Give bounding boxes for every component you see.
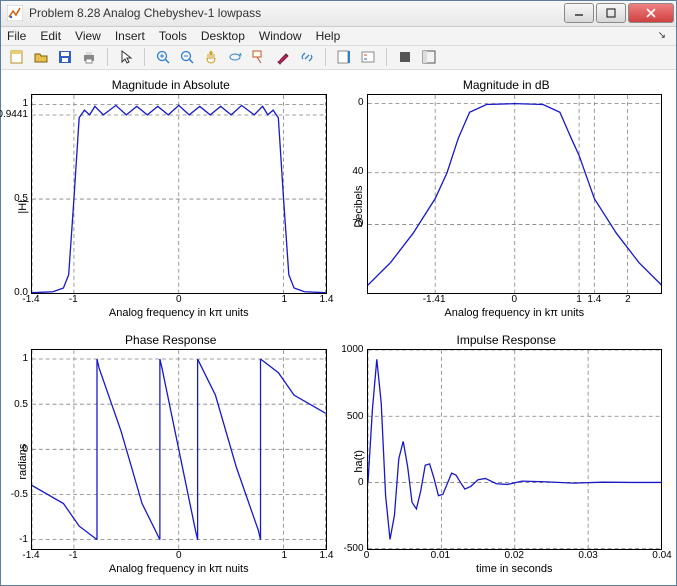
menu-insert[interactable]: Insert — [115, 29, 145, 43]
xtick: 0 — [176, 294, 182, 305]
maximize-button[interactable] — [596, 3, 626, 23]
xtick: -1.41 — [423, 294, 446, 305]
menu-window[interactable]: Window — [259, 29, 302, 43]
xtick: 0.03 — [578, 550, 597, 561]
xtick: 0.01 — [431, 550, 450, 561]
close-button[interactable] — [628, 3, 674, 23]
xtick: 0 — [364, 550, 370, 561]
menubar: File Edit View Insert Tools Desktop Window Help… — [1, 27, 676, 46]
menu-help[interactable]: Help — [316, 29, 341, 43]
figure-canvas: Magnitude in Absolute |H| 10.94410.50.0 … — [1, 70, 676, 585]
ytick: 1 — [22, 354, 28, 364]
ytick: 40 — [352, 167, 363, 177]
plot-title: Phase Response — [15, 333, 327, 347]
matlab-icon — [7, 5, 23, 21]
ytick: 0 — [358, 478, 364, 488]
ytick: 1 — [22, 99, 28, 109]
plot-title: Magnitude in Absolute — [15, 78, 327, 92]
xtick: -1 — [69, 550, 78, 561]
ytick: -500 — [343, 544, 363, 554]
axes[interactable]: 10.50-0.5-1 — [31, 349, 327, 550]
xtick: -1.4 — [22, 294, 39, 305]
axes[interactable]: 10005000-500 — [367, 349, 663, 550]
xlabel: Analog frequency in kπ units — [367, 307, 663, 319]
xtick: 1 — [282, 294, 288, 305]
ytick: 0.9441 — [0, 110, 28, 120]
xtick: 1.4 — [320, 294, 334, 305]
plot-title: Magnitude in dB — [351, 78, 663, 92]
zoom-in-icon[interactable] — [153, 47, 173, 67]
subplot-magnitude-abs: Magnitude in Absolute |H| 10.94410.50.0 … — [15, 78, 327, 320]
ytick: 1000 — [341, 345, 363, 355]
window-controls — [562, 3, 674, 23]
xtick: 1.4 — [320, 550, 334, 561]
subplot-magnitude-db: Magnitude in dB Decibels 04070 -1.41011.… — [351, 78, 663, 320]
show-tools-icon[interactable] — [419, 47, 439, 67]
menu-edit[interactable]: Edit — [40, 29, 61, 43]
pointer-icon[interactable] — [116, 47, 136, 67]
toolbar-separator — [325, 48, 326, 66]
print-icon[interactable] — [79, 47, 99, 67]
minimize-button[interactable] — [564, 3, 594, 23]
toolbar-separator — [144, 48, 145, 66]
dock-menu-icon[interactable]: ↘ — [658, 30, 670, 41]
xtick: 0 — [511, 294, 517, 305]
xtick: -1 — [69, 294, 78, 305]
legend-icon[interactable] — [358, 47, 378, 67]
xlabel: Analog frequency in kπ units — [31, 307, 327, 319]
xtick: 0 — [176, 550, 182, 561]
xlabel: time in seconds — [367, 563, 663, 575]
rotate-3d-icon[interactable] — [225, 47, 245, 67]
new-figure-icon[interactable] — [7, 47, 27, 67]
axes[interactable]: 04070 — [367, 94, 663, 295]
ytick: 0.5 — [14, 194, 28, 204]
xtick: 1 — [576, 294, 582, 305]
ytick: -1 — [19, 535, 28, 545]
xtick: 1 — [282, 550, 288, 561]
menu-desktop[interactable]: Desktop — [201, 29, 245, 43]
window-title: Problem 8.28 Analog Chebyshev-1 lowpass — [29, 6, 562, 20]
zoom-out-icon[interactable] — [177, 47, 197, 67]
hide-tools-icon[interactable] — [395, 47, 415, 67]
brush-icon[interactable] — [273, 47, 293, 67]
toolbar — [1, 46, 676, 70]
toolbar-separator — [386, 48, 387, 66]
titlebar[interactable]: Problem 8.28 Analog Chebyshev-1 lowpass — [1, 1, 676, 27]
xtick: 0.02 — [505, 550, 524, 561]
menu-view[interactable]: View — [75, 29, 101, 43]
ytick: 70 — [352, 219, 363, 229]
toolbar-separator — [107, 48, 108, 66]
xtick: 1.4 — [587, 294, 601, 305]
subplot-phase: Phase Response radians 10.50-0.5-1 -1.4-… — [15, 333, 327, 575]
data-cursor-icon[interactable] — [249, 47, 269, 67]
ytick: 0 — [22, 445, 28, 455]
ytick: 0.5 — [14, 400, 28, 410]
axes[interactable]: 10.94410.50.0 — [31, 94, 327, 295]
ytick: -0.5 — [11, 490, 28, 500]
plot-title: Impulse Response — [351, 333, 663, 347]
figure-window: Problem 8.28 Analog Chebyshev-1 lowpass … — [0, 0, 677, 586]
link-icon[interactable] — [297, 47, 317, 67]
subplot-impulse: Impulse Response ha(t) 10005000-500 00.0… — [351, 333, 663, 575]
colorbar-icon[interactable] — [334, 47, 354, 67]
open-icon[interactable] — [31, 47, 51, 67]
ytick: 0 — [358, 98, 364, 108]
menu-tools[interactable]: Tools — [159, 29, 187, 43]
xtick: 0.04 — [652, 550, 671, 561]
ytick: 500 — [347, 412, 364, 422]
pan-icon[interactable] — [201, 47, 221, 67]
xtick: 2 — [625, 294, 631, 305]
xlabel: Analog frequency in kπ nuits — [31, 563, 327, 575]
save-icon[interactable] — [55, 47, 75, 67]
menu-file[interactable]: File — [7, 29, 26, 43]
xtick: -1.4 — [22, 550, 39, 561]
